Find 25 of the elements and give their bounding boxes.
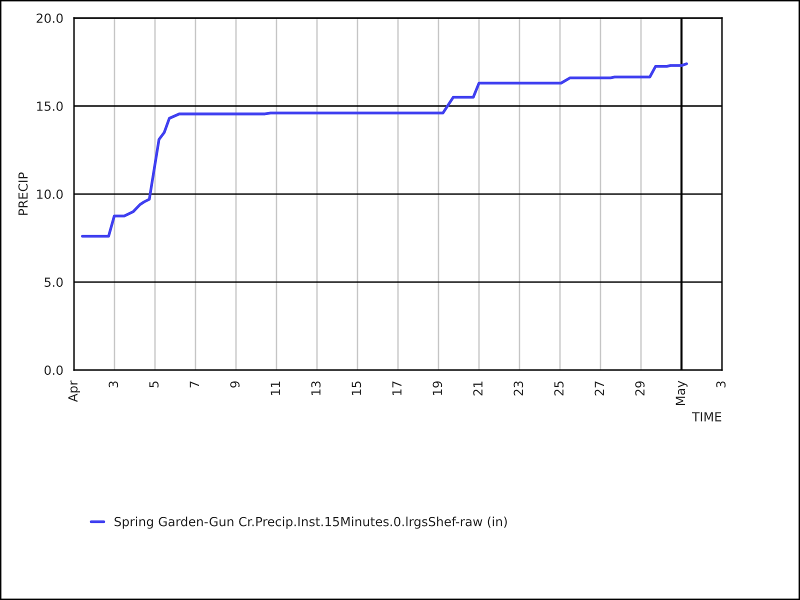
- x-tick-label: 17: [392, 382, 402, 395]
- x-tick-label: 7: [190, 382, 199, 388]
- x-axis-title: TIME: [692, 412, 722, 422]
- x-tick-label: Apr: [68, 380, 80, 402]
- y-tick-label: 20.0: [36, 13, 63, 23]
- x-tick-label: 3: [108, 381, 118, 388]
- x-tick-label: 25: [554, 382, 564, 396]
- y-tick-label: 0.0: [44, 365, 63, 375]
- x-tick-label: 5: [149, 382, 159, 388]
- x-tick-label: 21: [473, 382, 482, 396]
- x-tick-label: 13: [311, 381, 321, 395]
- y-tick-label: 10.0: [37, 189, 63, 199]
- x-tick-label: 19: [432, 381, 442, 395]
- y-tick-label: 5.0: [44, 277, 63, 287]
- x-tick-label: 27: [594, 382, 604, 396]
- x-tick-label: 15: [352, 382, 362, 395]
- y-axis-title: PRECIP: [18, 172, 28, 215]
- x-tick-label: 3: [716, 381, 726, 388]
- x-tick-label: 9: [230, 381, 240, 388]
- x-tick-label: 29: [635, 381, 645, 396]
- y-tick-label: 15.0: [37, 101, 63, 111]
- x-tick-label: 11: [270, 382, 280, 395]
- x-tick-label: May: [676, 380, 688, 406]
- legend-label: Spring Garden-Gun Cr.Precip.Inst.15Minutes.0.lrgsShef-raw (in): [114, 516, 507, 529]
- x-tick-label: 23: [514, 381, 524, 396]
